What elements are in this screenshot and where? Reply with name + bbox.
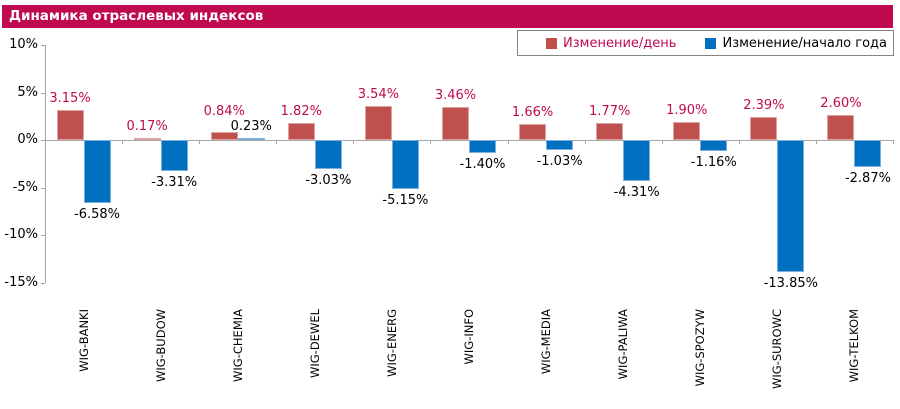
- bar-label-ytd: -13.85%: [763, 275, 818, 291]
- bar-label-ytd: -4.31%: [613, 184, 660, 200]
- legend-item-ytd: Изменение/начало года: [705, 36, 887, 51]
- x-axis-tick: [661, 140, 663, 144]
- y-axis-tick: [41, 235, 45, 236]
- bar-label-day: 0.17%: [126, 119, 168, 135]
- y-axis-tick-label: 10%: [9, 37, 38, 52]
- bar-day: [210, 132, 238, 140]
- bar-label-ytd: -6.58%: [74, 206, 121, 222]
- bar-label-ytd: -5.15%: [382, 192, 429, 208]
- legend-label-day: Изменение/день: [563, 35, 677, 51]
- x-axis-tick: [353, 140, 355, 144]
- bar-ytd: [777, 140, 805, 272]
- bar-day: [750, 117, 778, 140]
- category-label: WIG-PALIWA: [616, 309, 631, 380]
- bar-label-day: 0.84%: [203, 104, 245, 120]
- bar-ytd: [546, 140, 574, 150]
- category-label: WIG-DEWEL: [307, 309, 322, 378]
- bar-label-day: 1.90%: [666, 102, 708, 118]
- y-axis-tick: [41, 282, 45, 284]
- y-axis-tick-label: 5%: [17, 84, 38, 100]
- bar-label-ytd: -1.16%: [690, 155, 737, 171]
- bar-ytd: [314, 140, 342, 169]
- category-label: WIG-ENERG: [384, 309, 399, 377]
- y-axis-tick-label: -15%: [4, 274, 38, 290]
- y-axis-tick: [41, 187, 45, 189]
- category-label: WIG-BUDOW: [153, 309, 168, 382]
- category-label: WIG-MEDIA: [539, 309, 554, 375]
- bar-label-ytd: -3.31%: [151, 175, 198, 191]
- x-axis-tick: [276, 140, 278, 144]
- legend-item-day: Изменение/день: [546, 36, 676, 51]
- x-axis-tick: [430, 140, 432, 144]
- y-axis-tick-label: -10%: [4, 227, 38, 242]
- bar-ytd: [83, 140, 111, 203]
- bar-day: [133, 138, 161, 141]
- x-axis-tick: [815, 140, 817, 144]
- x-axis-tick: [45, 140, 46, 144]
- legend-label-ytd: Изменение/начало года: [722, 35, 887, 51]
- bar-day: [596, 123, 624, 140]
- category-label: WIG-SUROWC: [770, 309, 785, 389]
- bar-label-ytd: -2.87%: [844, 171, 891, 187]
- bar-label-ytd: -1.40%: [459, 157, 506, 173]
- bar-ytd: [623, 140, 651, 181]
- legend-swatch-day-icon: [546, 37, 557, 49]
- x-axis-tick: [584, 140, 586, 144]
- bar-ytd: [237, 137, 265, 140]
- category-label: WIG-BANKI: [76, 309, 91, 372]
- y-axis-tick: [41, 45, 45, 46]
- bar-label-day: 3.15%: [49, 91, 91, 107]
- bar-day: [56, 110, 84, 140]
- category-label: WIG-TELKOM: [847, 309, 862, 383]
- x-axis-tick: [738, 140, 740, 144]
- legend-swatch-ytd-icon: [705, 37, 717, 49]
- bar-day: [673, 121, 701, 140]
- bar-ytd: [700, 140, 728, 152]
- x-axis-tick: [893, 140, 894, 144]
- x-axis-tick: [507, 140, 509, 144]
- category-label: WIG-SPOZYW: [693, 309, 708, 387]
- bar-day: [442, 107, 469, 140]
- y-axis-line: [45, 45, 46, 283]
- bar-label-day: 1.82%: [280, 103, 322, 119]
- bar-label-day: 2.60%: [820, 96, 862, 112]
- bar-label-ytd: -3.03%: [305, 172, 352, 188]
- bar-label-day: 3.46%: [434, 88, 477, 104]
- bar-label-day: 1.77%: [589, 104, 631, 120]
- bar-day: [287, 122, 315, 140]
- legend: Изменение/день Изменение/начало года: [517, 30, 894, 56]
- y-axis-tick-label: 0%: [17, 132, 38, 147]
- bar-ytd: [469, 140, 496, 154]
- bar-ytd: [160, 140, 188, 172]
- x-axis-tick: [199, 140, 201, 144]
- category-label: WIG-CHEMIA: [230, 309, 245, 382]
- y-axis-tick: [41, 140, 45, 141]
- chart-title: Динамика отраслевых индексов: [2, 5, 893, 28]
- bar-day: [519, 124, 547, 140]
- category-label: WIG-INFO: [462, 309, 476, 365]
- bar-label-day: 3.54%: [357, 87, 400, 103]
- bar-label-day: 1.66%: [511, 105, 554, 121]
- bar-label-ytd: 0.23%: [230, 118, 272, 134]
- x-axis-tick: [122, 140, 124, 144]
- bar-label-ytd: -1.03%: [536, 153, 583, 169]
- y-axis-tick-label: -5%: [12, 179, 38, 195]
- bar-ytd: [854, 140, 882, 168]
- bar-day: [364, 106, 392, 140]
- bar-day: [827, 115, 855, 140]
- bar-ytd: [391, 140, 419, 189]
- bar-label-day: 2.39%: [743, 98, 785, 114]
- y-axis-tick: [41, 92, 45, 94]
